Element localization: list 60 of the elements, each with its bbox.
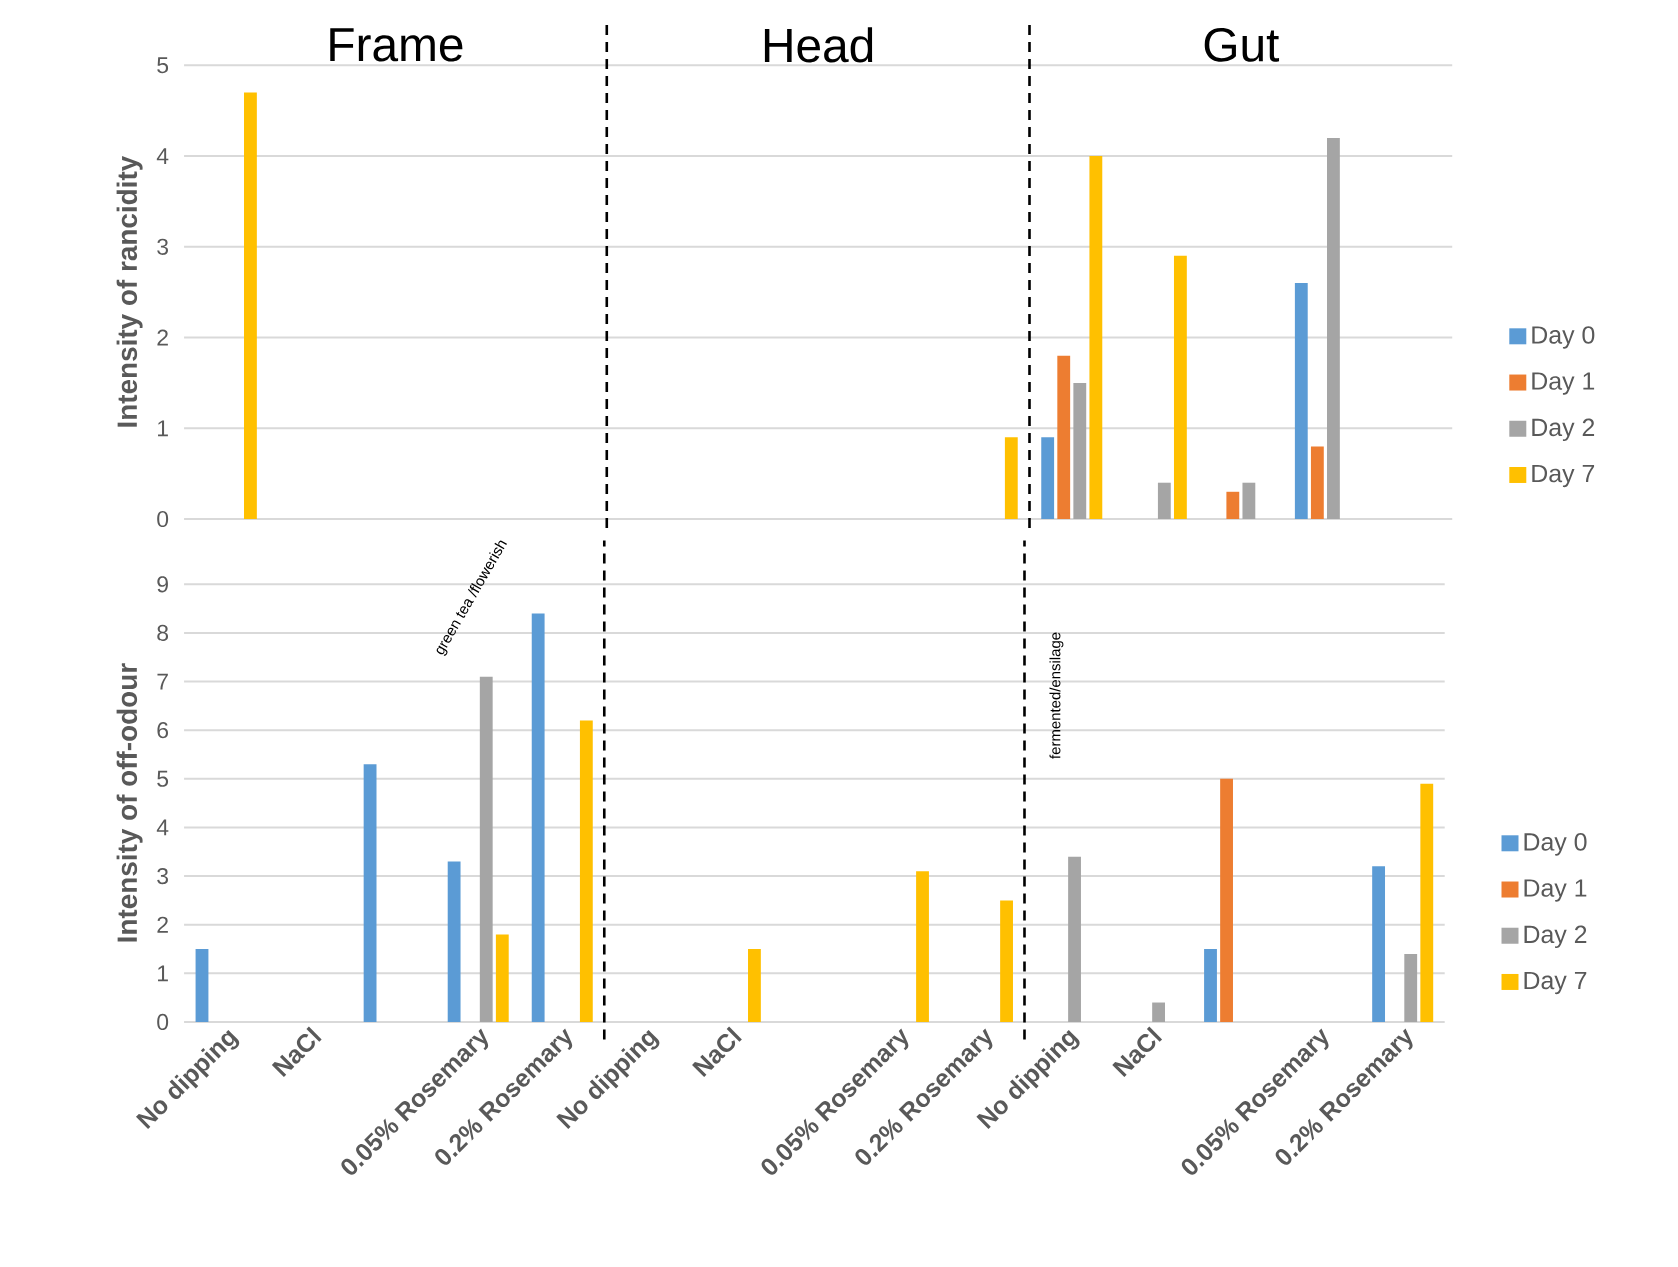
bar xyxy=(1327,137,1340,519)
bar xyxy=(1404,953,1418,1022)
bar xyxy=(1000,900,1013,1022)
legend-label: Day 7 xyxy=(1524,971,1587,995)
legend-label: Day 1 xyxy=(1532,372,1595,395)
y-tick-label: 2 xyxy=(157,329,168,346)
bar xyxy=(244,92,257,519)
text: Head xyxy=(764,27,873,63)
y-tick-label: 5 xyxy=(157,770,169,787)
y-tick-label: 4 xyxy=(156,148,169,164)
legend-label: Day 2 xyxy=(1532,418,1595,442)
bar xyxy=(1310,446,1324,519)
legend-label: Day 7 xyxy=(1532,464,1595,488)
bar xyxy=(1157,482,1171,519)
y-tick-label: 1 xyxy=(158,965,168,982)
y-tick-label: 3 xyxy=(157,238,168,255)
bar xyxy=(495,934,509,1022)
legend-label: Day 2 xyxy=(1524,925,1587,949)
y-tick-label: 9 xyxy=(157,576,168,593)
legend-label: Day 0 xyxy=(1524,833,1587,856)
bar xyxy=(447,861,461,1022)
bar xyxy=(363,764,377,1022)
y-tick-label: 0 xyxy=(157,1013,169,1031)
legend-label: Day 1 xyxy=(1524,879,1587,902)
bar xyxy=(1057,355,1071,519)
bar xyxy=(1204,949,1217,1022)
bar xyxy=(748,949,761,1022)
y-tick-label: 0 xyxy=(157,510,169,528)
y-tick-label: 5 xyxy=(157,57,169,74)
bar xyxy=(195,949,209,1022)
text: Gut xyxy=(1204,27,1280,62)
bar xyxy=(1004,437,1018,519)
y-tick-label: 2 xyxy=(157,916,168,933)
bar xyxy=(1089,156,1103,519)
bar xyxy=(1041,437,1055,519)
text: Frame xyxy=(330,28,463,62)
y-axis-title: Intensity of off-odour xyxy=(116,663,143,942)
bar xyxy=(1226,491,1240,519)
bar xyxy=(1420,783,1434,1022)
y-tick-label: 4 xyxy=(156,819,169,836)
y-tick-label: 1 xyxy=(158,420,168,437)
y-tick-label: 7 xyxy=(157,673,168,690)
bar xyxy=(1242,482,1256,519)
annotation: fermented/ensilage xyxy=(1049,632,1064,759)
bar xyxy=(1152,1002,1165,1022)
y-tick-label: 8 xyxy=(157,624,169,642)
bar xyxy=(1220,778,1233,1022)
legend-label: Day 0 xyxy=(1532,326,1595,349)
y-tick-label: 6 xyxy=(157,722,168,739)
y-tick-label: 3 xyxy=(157,867,168,885)
bar xyxy=(1068,856,1081,1022)
bar xyxy=(579,720,593,1022)
bar xyxy=(1294,283,1308,519)
bar xyxy=(479,676,493,1022)
bar xyxy=(1173,255,1187,519)
bar xyxy=(531,613,545,1022)
bar xyxy=(1372,866,1386,1022)
bar xyxy=(1073,382,1087,519)
y-axis-title: Intensity of rancidity xyxy=(116,155,143,427)
bar xyxy=(916,871,929,1022)
